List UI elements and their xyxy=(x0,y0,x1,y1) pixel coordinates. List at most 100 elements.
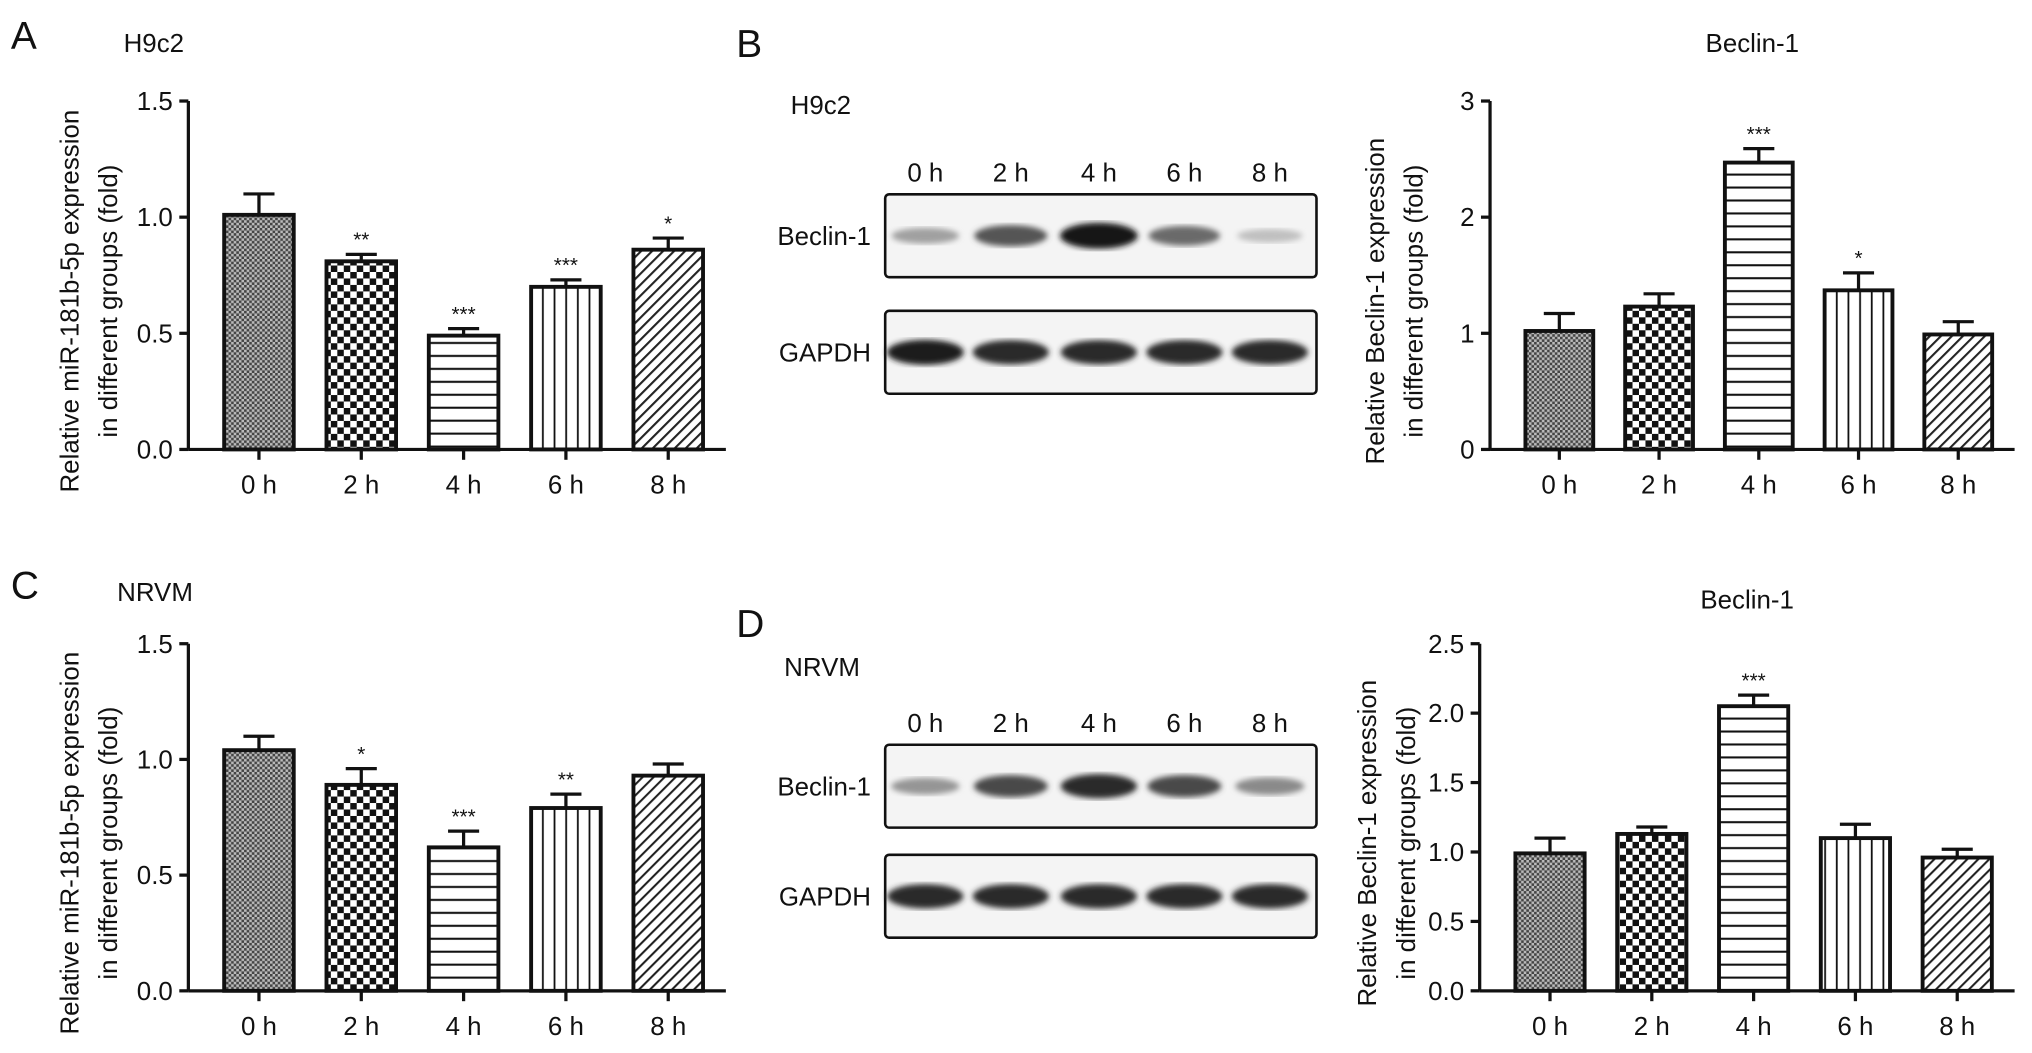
bar xyxy=(1623,304,1695,452)
bar xyxy=(222,212,296,452)
y-tick-label: 2 xyxy=(1460,204,1474,232)
significance-marker: *** xyxy=(1747,123,1771,146)
y-axis-label: Relative miR-181b-5p expression xyxy=(56,110,84,493)
x-tick-label: 4 h xyxy=(446,471,482,499)
y-axis-label: in different groups (fold) xyxy=(1393,707,1421,980)
bar-chart-c: Relative miR-181b-5p expression in differ… xyxy=(56,631,726,1041)
x-tick-label: 4 h xyxy=(1741,471,1777,499)
bar xyxy=(426,845,501,993)
bar xyxy=(324,259,399,452)
x-tick-label: 6 h xyxy=(548,471,584,499)
blot-band xyxy=(1060,222,1138,249)
x-tick-label: 2 h xyxy=(1634,1013,1670,1041)
panel-letter-d: D xyxy=(736,603,764,646)
blot-band xyxy=(1148,225,1221,246)
y-axis-label: in different groups (fold) xyxy=(95,707,123,980)
blot-band xyxy=(1146,340,1223,365)
panel-letter-b: B xyxy=(736,23,762,66)
x-tick-label: 0 h xyxy=(1532,1013,1568,1041)
y-axis-label: Relative Beclin-1 expression xyxy=(1354,680,1382,1007)
blot-band xyxy=(1237,228,1303,243)
y-axis-label: in different groups (fold) xyxy=(1401,165,1429,438)
bar xyxy=(1523,329,1596,452)
significance-marker: *** xyxy=(451,805,475,828)
x-tick-label: 2 h xyxy=(343,1013,379,1041)
blot-band xyxy=(1231,340,1308,365)
lane-label: 2 h xyxy=(993,710,1029,738)
lane-label: 8 h xyxy=(1252,159,1288,187)
cell-line-label-b: H9c2 xyxy=(791,92,851,120)
bar xyxy=(222,748,296,993)
blot-band xyxy=(973,775,1048,798)
blot-band xyxy=(887,884,964,909)
x-tick-label: 2 h xyxy=(343,471,379,499)
y-tick-label: 0.0 xyxy=(1428,978,1464,1006)
y-tick-label: 1.5 xyxy=(1428,770,1464,798)
y-tick-label: 0.5 xyxy=(137,320,173,348)
western-blot-b: 0 h 2 h 4 h 6 h 8 h Beclin-1 GAPDH xyxy=(777,159,1318,396)
bar xyxy=(1818,836,1892,993)
chart-title: Beclin-1 xyxy=(1700,587,1794,615)
x-tick-label: 2 h xyxy=(1641,471,1677,499)
y-tick-label: 1.5 xyxy=(137,88,173,116)
significance-marker: * xyxy=(1854,247,1862,270)
blot-band xyxy=(1060,884,1137,909)
y-axis-label: in different groups (fold) xyxy=(95,165,123,438)
cell-line-label-a: H9c2 xyxy=(124,30,184,58)
lane-label: 0 h xyxy=(907,710,943,738)
blot-band xyxy=(1231,884,1308,909)
significance-marker: * xyxy=(664,212,672,235)
y-tick-label: 1.0 xyxy=(137,746,173,774)
x-tick-label: 0 h xyxy=(241,1013,277,1041)
blot-band xyxy=(1147,775,1222,798)
bar xyxy=(529,806,603,993)
bar xyxy=(1922,332,1995,452)
cell-line-label-c: NRVM xyxy=(117,579,193,607)
y-tick-label: 1.0 xyxy=(1428,839,1464,867)
y-tick-label: 1 xyxy=(1460,320,1474,348)
lane-label: 6 h xyxy=(1166,710,1202,738)
x-tick-label: 6 h xyxy=(548,1013,584,1041)
y-tick-label: 0.0 xyxy=(137,437,173,465)
x-tick-label: 8 h xyxy=(650,1013,686,1041)
y-tick-label: 0.0 xyxy=(137,978,173,1006)
lane-label: 2 h xyxy=(993,159,1029,187)
lane-label: 4 h xyxy=(1081,710,1117,738)
significance-marker: ** xyxy=(353,229,369,252)
bar-chart-a: Relative miR-181b-5p expression in differ… xyxy=(56,88,726,499)
x-tick-label: 8 h xyxy=(1940,471,1976,499)
y-tick-label: 0 xyxy=(1460,437,1474,465)
y-tick-label: 1.0 xyxy=(137,204,173,232)
blot-row-label: GAPDH xyxy=(779,339,871,367)
y-tick-label: 3 xyxy=(1460,88,1474,116)
bar xyxy=(529,284,603,452)
bar xyxy=(1717,704,1791,993)
x-tick-label: 8 h xyxy=(650,471,686,499)
y-tick-label: 0.5 xyxy=(137,862,173,890)
lane-label: 4 h xyxy=(1081,159,1117,187)
bar xyxy=(1615,831,1689,993)
x-tick-label: 4 h xyxy=(446,1013,482,1041)
significance-marker: *** xyxy=(1742,669,1766,692)
x-tick-label: 4 h xyxy=(1736,1013,1772,1041)
bar xyxy=(1513,851,1587,993)
western-blot-d: 0 h 2 h 4 h 6 h 8 h Beclin-1 GAPDH xyxy=(777,710,1318,940)
x-tick-label: 6 h xyxy=(1837,1013,1873,1041)
x-tick-label: 0 h xyxy=(1541,471,1577,499)
significance-marker: * xyxy=(357,743,365,766)
y-axis-label: Relative Beclin-1 expression xyxy=(1362,138,1390,465)
significance-marker: *** xyxy=(554,254,578,277)
bar-chart-d: Beclin-1 Relative Beclin-1 expression in d… xyxy=(1354,587,2015,1041)
lane-label: 8 h xyxy=(1252,710,1288,738)
blot-band xyxy=(891,777,960,795)
blot-row-label: GAPDH xyxy=(779,883,871,911)
blot-band xyxy=(1146,884,1223,909)
blot-band xyxy=(972,340,1049,365)
blot-band xyxy=(972,884,1049,909)
blot-band xyxy=(1060,774,1137,799)
blot-row-label: Beclin-1 xyxy=(777,773,871,801)
bar-chart-b: Beclin-1 Relative Beclin-1 expression in d… xyxy=(1362,30,2015,499)
y-axis-label: Relative miR-181b-5p expression xyxy=(56,652,84,1035)
x-tick-label: 8 h xyxy=(1939,1013,1975,1041)
